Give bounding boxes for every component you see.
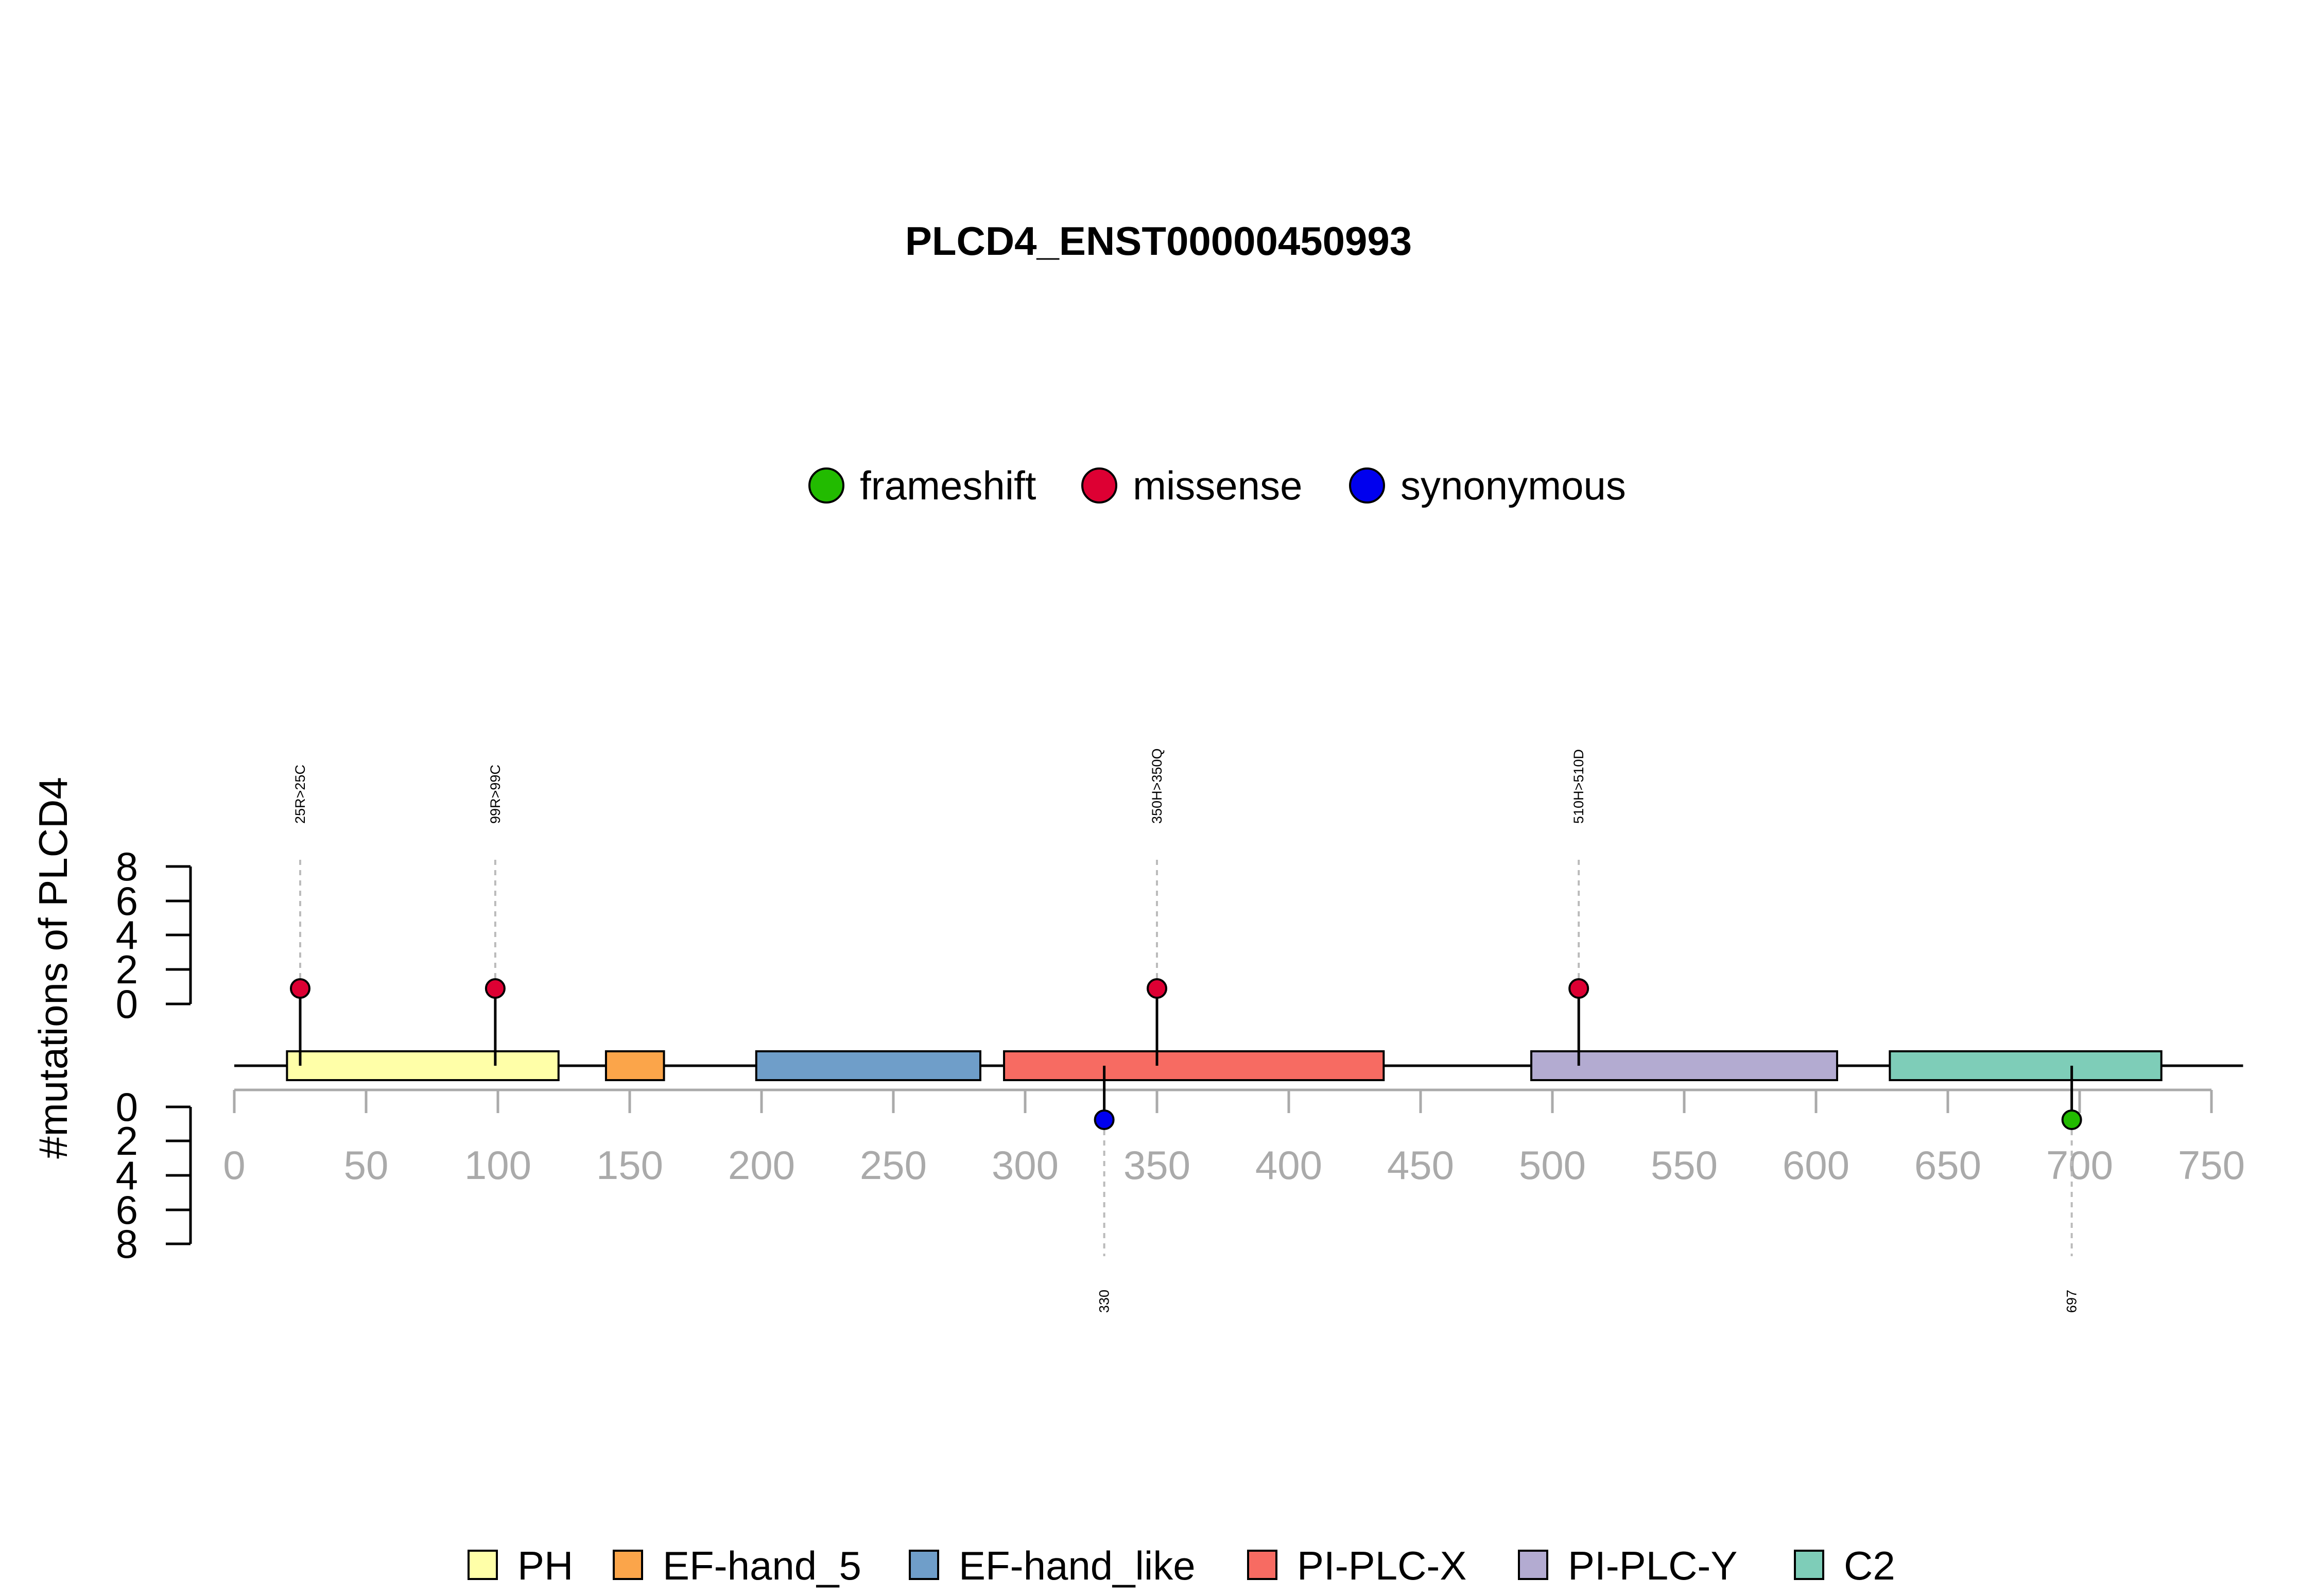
mutation-head (290, 978, 310, 999)
legend-label-pi-plc-y: PI-PLC-Y (1568, 1543, 1737, 1588)
legend-dot-missense (1081, 467, 1117, 504)
mutation-head (1094, 1109, 1115, 1130)
chart-title: PLCD4_ENST00000450993 (905, 218, 1412, 264)
mutation-697: 697 (2061, 1066, 2082, 1313)
legend-label-ph: PH (517, 1543, 573, 1588)
x-tick-label-350: 350 (1123, 1142, 1190, 1188)
mutation-label: 99R>99C (488, 765, 503, 824)
domain-legend: PH EF-hand_5 EF-hand_like PI-PLC-X PI-PLC-Y C… (468, 1543, 1895, 1588)
legend-swatch-ef-hand-5 (613, 1550, 643, 1580)
mutation-head (485, 978, 506, 999)
legend-label-frameshift: frameshift (860, 463, 1036, 508)
x-tick-label-100: 100 (464, 1142, 531, 1188)
protein-domains (286, 1050, 2163, 1081)
mutation-head (2061, 1109, 2082, 1130)
x-tick-label-600: 600 (1783, 1142, 1849, 1188)
x-tick-label-300: 300 (992, 1142, 1059, 1188)
x-tick-label-50: 50 (344, 1142, 389, 1188)
mutations: 25R>25C 99R>99C 350H>350Q 510H>510D 330 697 (290, 749, 2082, 1313)
mutation-350h-350q: 350H>350Q (1147, 749, 1167, 1066)
domain-c2 (1889, 1050, 2163, 1081)
x-axis: 0 50 100 150 200 250 300 350 400 450 500 550 600 650 7… (223, 1088, 2245, 1188)
y-tick-label-bottom-2: 2 (116, 1118, 138, 1164)
mutation-label: 25R>25C (292, 765, 308, 824)
legend-label-ef-hand-5: EF-hand_5 (663, 1543, 861, 1588)
legend-swatch-pi-plc-x (1247, 1550, 1277, 1580)
y-tick-label-bottom-8: 8 (116, 1221, 138, 1267)
y-tick-label-top-4: 4 (116, 912, 138, 958)
x-tick-label-400: 400 (1255, 1142, 1322, 1188)
mutation-label: 350H>350Q (1149, 749, 1165, 824)
mutation-25r-25c: 25R>25C (290, 765, 310, 1066)
y-tick-label-top-0: 0 (116, 981, 138, 1027)
legend-swatch-pi-plc-y (1518, 1550, 1548, 1580)
y-tick-label-top-2: 2 (116, 947, 138, 992)
legend-label-missense: missense (1133, 463, 1302, 508)
legend-swatch-c2 (1794, 1550, 1824, 1580)
domain-ph (286, 1050, 560, 1081)
y-axis-label: #mutations of PLCD4 (30, 777, 76, 1158)
x-tick-label-700: 700 (2046, 1142, 2113, 1188)
mutation-label: 330 (1097, 1290, 1112, 1313)
domain-pi-plc-x (1003, 1050, 1385, 1081)
mutation-510h-510d: 510H>510D (1568, 749, 1589, 1066)
x-tick-label-450: 450 (1387, 1142, 1454, 1188)
x-tick-label-500: 500 (1519, 1142, 1586, 1188)
legend-dot-frameshift (808, 467, 844, 504)
mutation-head (1147, 978, 1167, 999)
x-tick-label-650: 650 (1914, 1142, 1981, 1188)
legend-label-c2: C2 (1844, 1543, 1895, 1588)
mutation-type-legend: frameshift missense synonymous (808, 463, 1626, 508)
y-tick-label-bottom-0: 0 (116, 1084, 138, 1130)
x-tick-label-750: 750 (2178, 1142, 2245, 1188)
mutation-label: 510H>510D (1571, 749, 1586, 824)
x-tick-label-150: 150 (596, 1142, 663, 1188)
domain-pi-plc-y (1530, 1050, 1838, 1081)
legend-swatch-ph (468, 1550, 498, 1580)
mutation-99r-99c: 99R>99C (485, 765, 506, 1066)
y-tick-label-top-8: 8 (116, 844, 138, 889)
x-tick-label-550: 550 (1651, 1142, 1718, 1188)
legend-swatch-ef-hand-like (909, 1550, 939, 1580)
x-tick-label-200: 200 (728, 1142, 795, 1188)
x-tick-label-0: 0 (223, 1142, 245, 1188)
mutation-label: 697 (2064, 1290, 2080, 1313)
domain-ef-hand-5 (604, 1050, 665, 1081)
mutation-330: 330 (1094, 1066, 1115, 1313)
x-tick-label-250: 250 (860, 1142, 927, 1188)
mutation-head (1568, 978, 1589, 999)
domain-ef-hand-like (755, 1050, 981, 1081)
legend-label-synonymous: synonymous (1400, 463, 1626, 508)
y-tick-label-bottom-6: 6 (116, 1187, 138, 1233)
legend-label-pi-plc-x: PI-PLC-X (1297, 1543, 1466, 1588)
y-tick-label-bottom-4: 4 (116, 1153, 138, 1198)
y-tick-label-top-6: 6 (116, 878, 138, 924)
legend-dot-synonymous (1349, 467, 1385, 504)
legend-label-ef-hand-like: EF-hand_like (959, 1543, 1196, 1588)
